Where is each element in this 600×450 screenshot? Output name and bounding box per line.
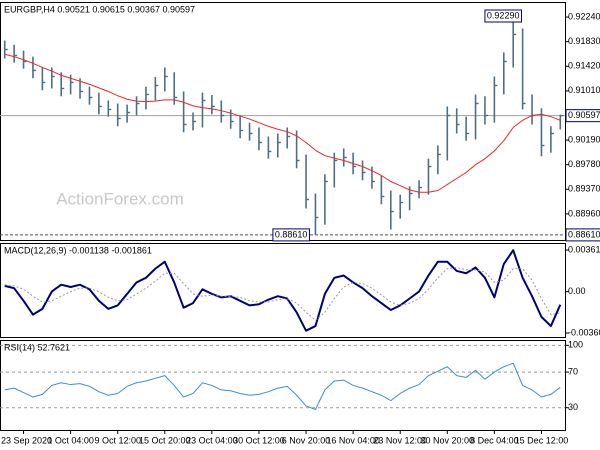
panel-title: EURGBP,H4 0.90521 0.90615 0.90367 0.9059… <box>4 4 195 14</box>
y-tick-label: 0.91010 <box>568 85 600 95</box>
price-label-box <box>565 109 600 123</box>
panel-title: RSI(14) 52.7621 <box>4 342 70 352</box>
indicator-line <box>4 266 561 321</box>
x-tick-label: 9 Oct 12:00 <box>94 435 141 445</box>
price-label: 0.92290 <box>487 10 520 20</box>
panel-title: MACD(12,26,9) -0.001138 -0.001861 <box>4 245 152 255</box>
x-tick-label: 23 Sep 2020 <box>1 435 52 445</box>
y-tick-label: 0.89780 <box>568 159 600 169</box>
y-tick-label: 30 <box>568 402 578 412</box>
y-tick-label: -0.003609 <box>568 327 600 337</box>
panel-frame <box>0 340 566 431</box>
y-tick-label: 0.91830 <box>568 36 600 46</box>
x-tick-label: 15 Oct 20:00 <box>139 435 191 445</box>
price-label: 0.88610 <box>275 229 308 239</box>
price-label-box <box>565 228 600 242</box>
y-tick-label: 0.91420 <box>568 61 600 71</box>
y-tick-label: 0.00 <box>568 286 586 296</box>
price-label: 0.90597 <box>568 110 600 120</box>
x-tick-label: 23 Nov 12:00 <box>373 435 427 445</box>
y-tick-label: 0.92240 <box>568 11 600 21</box>
y-tick-label: 70 <box>568 366 578 376</box>
x-tick-label: 23 Oct 04:00 <box>186 435 238 445</box>
x-tick-label: 30 Oct 12:00 <box>233 435 285 445</box>
price-label-box <box>484 9 522 23</box>
x-tick-label: 16 Nov 04:00 <box>326 435 380 445</box>
x-tick-label: 1 Oct 04:00 <box>47 435 94 445</box>
x-tick-label: 15 Dec 12:00 <box>515 435 569 445</box>
indicator-line <box>4 362 561 411</box>
x-tick-label: 30 Nov 20:00 <box>421 435 475 445</box>
y-tick-label: 0.89370 <box>568 184 600 194</box>
watermark: ActionForex.com <box>56 189 184 208</box>
y-tick-label: 0.90190 <box>568 134 600 144</box>
x-tick-label: 8 Dec 04:00 <box>470 435 519 445</box>
price-label-box <box>272 228 310 242</box>
x-tick-label: 6 Nov 20:00 <box>282 435 331 445</box>
indicator-line <box>4 249 562 332</box>
y-tick-label: 100 <box>568 340 583 350</box>
y-tick-label: 0.003616 <box>568 244 600 254</box>
y-tick-label: 0.88960 <box>568 208 600 218</box>
price-label: 0.88610 <box>568 229 600 239</box>
moving-average <box>4 53 561 193</box>
panel-frame <box>0 243 566 338</box>
